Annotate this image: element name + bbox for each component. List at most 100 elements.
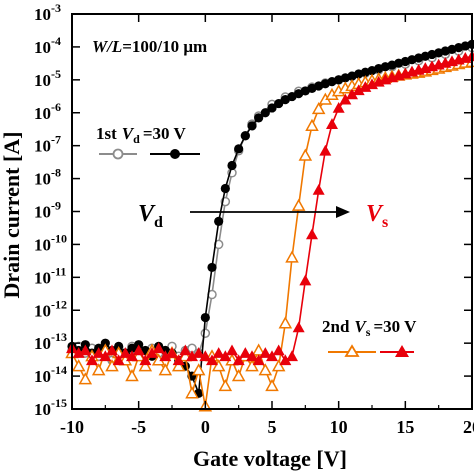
sweep-arrow: [190, 206, 350, 218]
series-2nd-vs-30-v-filled: [66, 50, 474, 366]
data-point: [271, 359, 286, 372]
data-point: [139, 354, 152, 366]
data-point: [207, 262, 217, 273]
data-point: [305, 118, 319, 131]
y-tick-label: 10-12: [34, 297, 67, 320]
y-tick-label: 10-8: [34, 166, 61, 189]
data-point: [105, 359, 119, 372]
data-point: [79, 344, 92, 356]
second-sweep-sub: s: [366, 325, 371, 339]
data-point: [247, 121, 257, 131]
data-point: [332, 101, 345, 113]
second-sweep-prefix: 2nd: [322, 317, 350, 336]
data-point: [298, 148, 313, 161]
data-point: [299, 274, 312, 286]
second-sweep-value: =30 V: [373, 317, 417, 336]
data-point: [267, 103, 277, 113]
geometry-value: =100/10 μm: [122, 37, 207, 56]
data-point: [245, 359, 259, 372]
data-point: [359, 81, 372, 92]
data-point: [311, 101, 326, 115]
y-tick-label: 10-6: [34, 100, 61, 123]
data-point: [272, 344, 285, 356]
data-point: [152, 342, 165, 354]
x-axis-title: Gate voltage [V]: [193, 446, 347, 471]
data-point: [226, 344, 238, 356]
y-tick-label: 10-11: [34, 264, 66, 287]
data-point: [214, 216, 224, 227]
x-tick-label: -10: [60, 417, 84, 437]
data-point: [239, 347, 252, 358]
data-point: [265, 378, 279, 392]
y-tick-label: 10-3: [34, 1, 61, 24]
legend-filled-circle-marker: [170, 149, 180, 159]
data-point: [112, 354, 125, 366]
series-line: [71, 43, 473, 394]
data-point: [91, 363, 106, 376]
data-point: [158, 363, 173, 376]
data-point: [319, 144, 332, 156]
geometry-annotation: W/L=100/10 μm: [92, 37, 207, 56]
first-sweep-value: =30 V: [143, 124, 187, 143]
second-sweep-var: V: [354, 317, 367, 336]
geometry-prefix: W/L: [92, 37, 122, 56]
data-point: [254, 113, 264, 123]
y-tick-label: 10-5: [34, 67, 61, 90]
arrow-from-var: V: [138, 201, 156, 227]
data-point: [78, 372, 93, 385]
axis-layer: -10 -5 0 5 10 15 20 10-15 10-14 10-13 10-12 10-11 10…: [34, 1, 474, 437]
y-tick-label: 10-13: [34, 330, 67, 353]
data-point: [211, 359, 226, 372]
data-point: [339, 93, 352, 105]
data-point: [179, 344, 192, 356]
x-tick-label: 15: [396, 417, 414, 437]
y-tick-label: 10-4: [34, 34, 61, 57]
data-point: [192, 347, 205, 358]
data-point: [352, 84, 365, 96]
data-point: [259, 347, 272, 358]
legend-second-sweep: [328, 344, 414, 357]
data-point: [126, 350, 138, 362]
data-point: [258, 363, 273, 376]
data-point: [200, 312, 210, 323]
y-tick-label: 10-9: [34, 199, 61, 222]
data-point: [172, 354, 185, 366]
data-point: [166, 347, 178, 358]
data-point: [266, 350, 278, 362]
data-point: [246, 350, 258, 362]
data-point: [278, 316, 293, 329]
data-point: [286, 350, 298, 362]
y-axis-title: Drain current [A]: [0, 132, 24, 299]
data-point: [100, 338, 110, 348]
x-tick-label: 10: [330, 417, 348, 437]
data-point: [199, 350, 212, 362]
first-sweep-label: 1st Vd =30 V: [96, 124, 186, 146]
data-point: [274, 98, 284, 109]
data-point: [206, 354, 218, 366]
arrow-label-from: Vd: [138, 201, 163, 231]
data-point: [99, 350, 112, 362]
x-tick-label: 0: [201, 417, 210, 437]
data-point: [159, 350, 172, 362]
data-point: [71, 359, 86, 372]
data-point: [92, 347, 105, 358]
data-point: [312, 183, 325, 195]
data-point: [212, 347, 225, 358]
first-sweep-sub: d: [133, 132, 140, 146]
first-sweep-prefix: 1st: [96, 124, 117, 143]
annotation-layer: W/L=100/10 μm 1st Vd =30 V 2nd Vs =30 V Vd: [92, 37, 417, 357]
data-point: [240, 131, 250, 141]
data-point: [231, 369, 246, 382]
data-point: [252, 354, 265, 366]
y-tick-label: 10-14: [34, 363, 67, 386]
legend-filled-triangle-marker: [395, 345, 409, 357]
series-layer: [65, 39, 474, 412]
x-tick-label: -5: [131, 417, 146, 437]
data-point: [186, 350, 198, 362]
y-tick-label: 10-7: [34, 133, 61, 156]
data-point: [260, 108, 270, 118]
y-tick-label: 10-15: [34, 396, 67, 419]
legend-open-circle-marker: [112, 148, 124, 160]
data-point: [346, 88, 358, 100]
data-point: [125, 369, 139, 382]
